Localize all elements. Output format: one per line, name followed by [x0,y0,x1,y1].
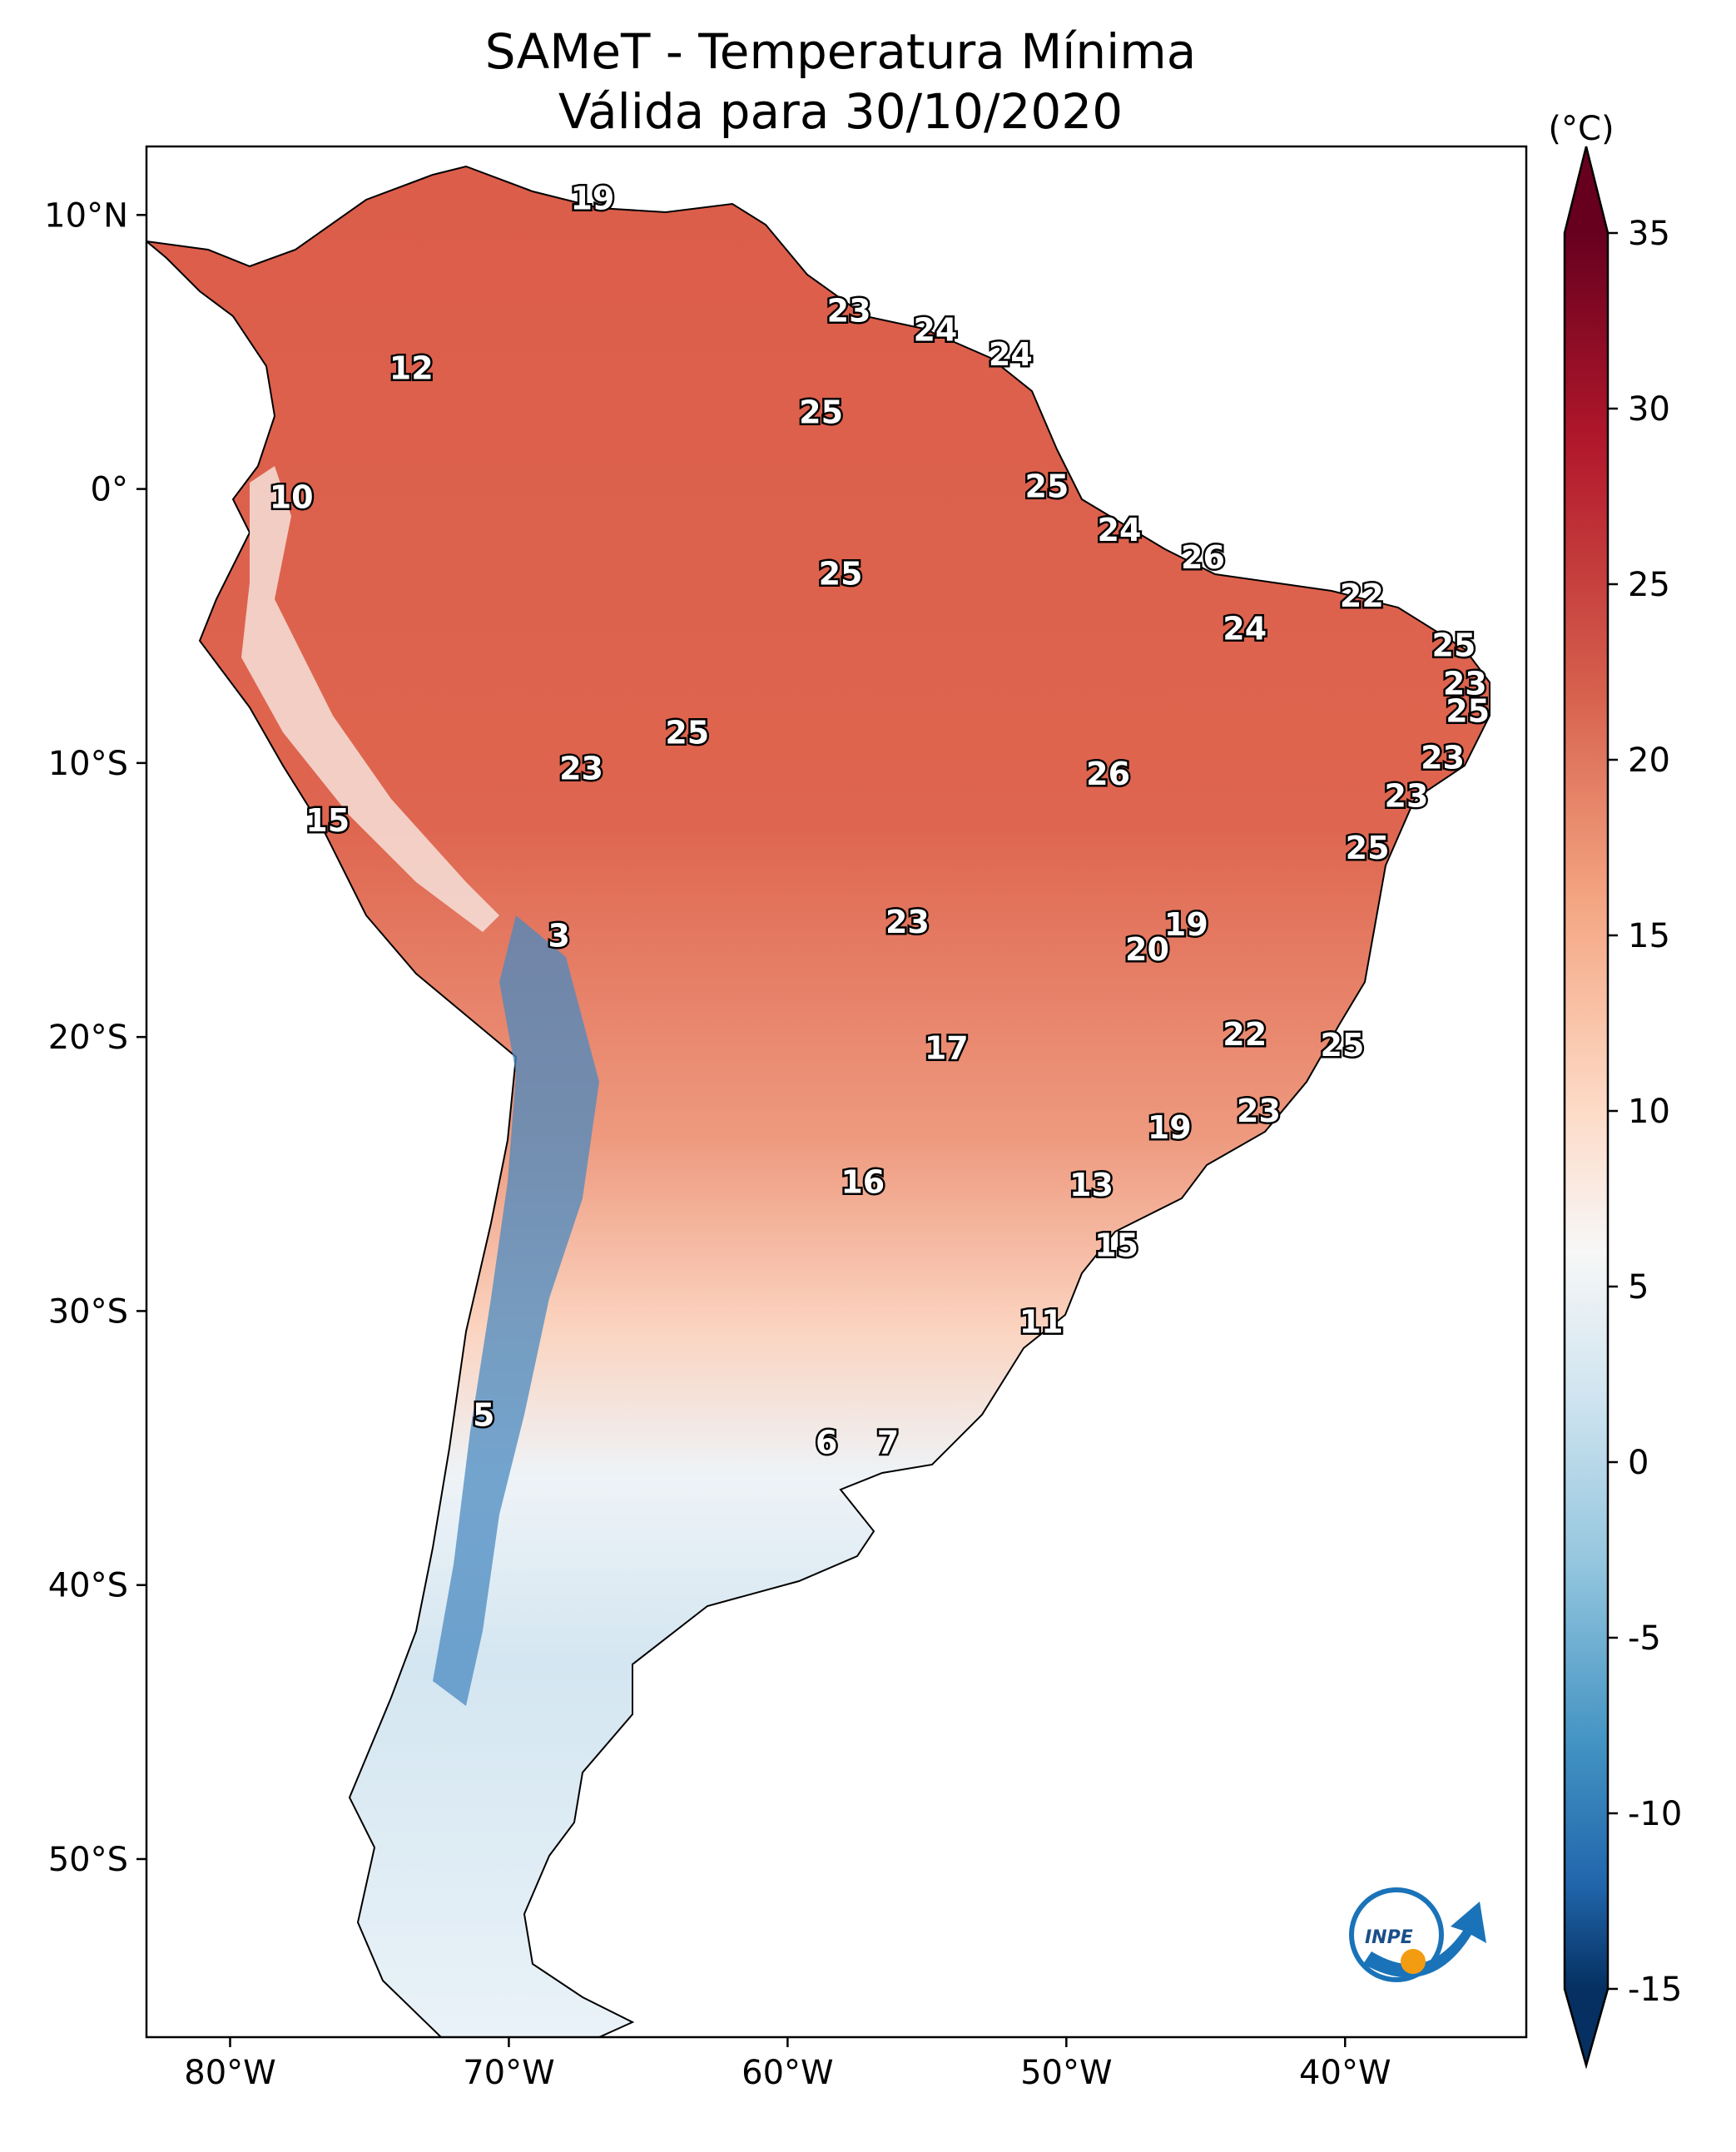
temperature-label: 15 [305,802,350,839]
temperature-label: 22 [1340,578,1384,614]
colorbar-ticks: 35 30 25 20 15 10 5 0 -5 -10 -15 [1608,215,1682,2009]
colorbar-body [1565,233,1608,1989]
temperature-label: 24 [1098,512,1142,548]
colorbar-tick-label: -15 [1628,1971,1682,2009]
temperature-label: 3 [548,917,569,954]
colorbar-unit: (°C) [1548,110,1614,148]
colorbar-tick-label: 0 [1628,1444,1649,1482]
colorbar-tick-label: 35 [1628,215,1670,253]
temperature-label: 23 [1237,1093,1281,1129]
colorbar-tick-label: 30 [1628,390,1670,429]
lon-tick-label: 60°W [742,2054,833,2092]
andes-cold-band [433,915,599,1706]
temperature-label: 7 [877,1424,899,1460]
lat-tick-label: 30°S [48,1292,128,1331]
temperature-label: 25 [819,556,863,593]
colorbar-top-extend [1565,146,1608,233]
temperature-label: 19 [570,181,614,217]
colorbar: (°C) 35 30 25 20 15 10 5 0 -5 -10 -15 [1548,110,1682,2070]
logo-ring [1349,1887,1444,1982]
lat-tick-label: 50°S [48,1841,128,1879]
temperature-label: 16 [841,1164,885,1201]
temperature-label: 24 [913,312,957,349]
temperature-label: 25 [799,394,843,430]
lat-tick-label: 10°N [44,196,128,235]
colorbar-tick-label: -10 [1628,1795,1682,1833]
latitude-axis: 10°N 0° 10°S 20°S 30°S 40°S 50°S [44,196,146,1879]
inpe-logo: INPE [1349,1887,1486,1982]
temperature-label: 25 [1024,468,1069,504]
temperature-label: 26 [1086,756,1130,792]
temperature-label: 24 [989,336,1033,373]
lon-tick-label: 50°W [1020,2054,1112,2092]
title-line: SAMeT - Temperatura Mínima [484,23,1197,80]
map-title: SAMeT - Temperatura Mínima Válida para 3… [150,22,1531,141]
lat-tick-label: 40°S [48,1567,128,1605]
lat-tick-label: 20°S [48,1019,128,1057]
colorbar-bottom-extend [1565,1989,1608,2065]
temperature-label: 15 [1094,1227,1138,1263]
lat-tick-label: 10°S [48,745,128,783]
temperature-label: 23 [1443,665,1487,702]
temperature-label: 24 [1223,611,1267,647]
colorbar-tick-label: 10 [1628,1093,1670,1131]
temperature-label: 23 [1385,777,1429,814]
temperature-label: 23 [1421,739,1465,776]
colorbar-tick-label: 15 [1628,917,1670,955]
lon-tick-label: 40°W [1299,2054,1391,2092]
longitude-axis: 80°W 70°W 60°W 50°W 40°W [184,2037,1391,2092]
temperature-label: 25 [1446,692,1490,729]
temperature-label: 25 [665,715,709,751]
colorbar-tick-label: 20 [1628,741,1670,780]
colorbar-tick-label: -5 [1628,1619,1661,1658]
lon-tick-label: 70°W [463,2054,554,2092]
temperature-label: 17 [925,1029,969,1066]
map-frame [145,145,1528,2039]
temperature-label: 23 [559,750,603,786]
temperature-label: 13 [1069,1167,1114,1203]
temperature-label: 19 [1164,906,1208,943]
temperature-label: 26 [1181,539,1225,576]
temperature-label: 11 [1019,1304,1064,1341]
temperature-label: 5 [473,1397,494,1434]
colorbar-tick-label: 25 [1628,566,1670,604]
temperature-label: 12 [389,350,434,387]
temperature-label: 10 [270,478,314,515]
temperature-label: 23 [885,904,930,940]
logo-text: INPE [1365,1927,1413,1948]
lon-tick-label: 80°W [184,2054,275,2092]
lat-tick-label: 0° [91,471,128,509]
colorbar-tick-label: 5 [1628,1268,1649,1307]
temperature-label: 6 [816,1424,837,1460]
temperature-label: 22 [1223,1016,1267,1053]
temperature-label: 23 [827,293,871,330]
temperature-label: 25 [1346,830,1390,866]
temperature-label: 20 [1125,931,1169,968]
temperature-label: 25 [1320,1027,1364,1064]
subtitle-line: Válida para 30/10/2020 [558,83,1123,140]
temperature-label: 19 [1148,1109,1192,1146]
temperature-label: 25 [1431,627,1476,663]
logo-dot [1401,1949,1426,1974]
andes-north-cool [241,466,499,932]
